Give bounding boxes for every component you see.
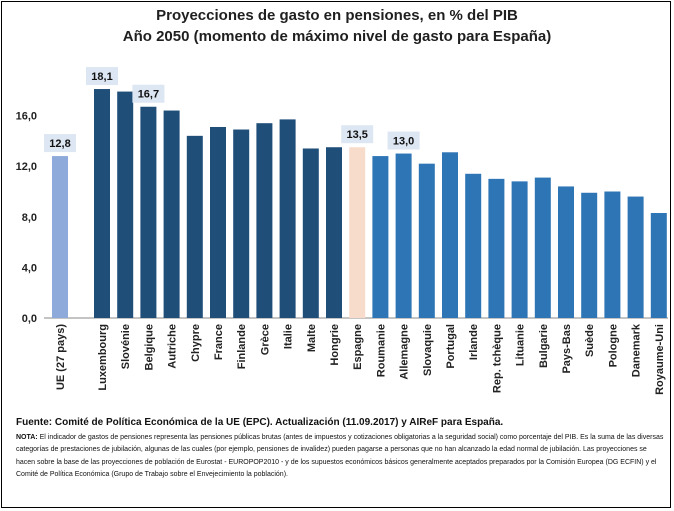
bar [233,129,250,318]
source-note: Fuente: Comité de Política Económica de … [16,417,504,428]
bar [52,156,68,318]
bar [302,148,319,318]
bar [395,153,412,318]
category-label: Royaume-Uni [654,324,666,395]
bar [488,178,505,318]
bar [442,152,458,318]
category-label: Malte [306,324,318,352]
category-label: Grèce [259,324,271,355]
data-label-box [44,134,76,153]
category-label: Slovaquie [422,324,434,376]
category-label: Danemark [631,323,643,377]
data-label: 13,5 [346,129,367,141]
bar [117,91,134,318]
bar [186,135,203,318]
category-label: Belgique [143,324,155,370]
category-label: Autriche [167,324,179,369]
bar [349,147,366,318]
category-label: Irlande [468,324,480,360]
bar [581,192,598,318]
bar [604,191,621,318]
category-label: Portugal [445,324,457,369]
data-label: 13,0 [393,136,414,148]
bar [163,110,180,318]
category-label: France [213,324,225,360]
bar [534,177,551,318]
bar [140,106,157,319]
note-label: NOTA: [16,434,38,441]
chart-title: Proyecciones de gasto en pensiones, en %… [156,7,518,24]
y-tick-label: 8,0 [22,212,37,224]
category-label: Slovénie [120,324,132,369]
category-label: Rep. tchèque [491,324,503,393]
category-label: Pays-Bas [561,324,573,374]
chart-subtitle: Año 2050 (momento de máximo nivel de gas… [122,28,552,45]
bar [511,181,528,318]
bar [372,156,389,318]
y-tick-label: 4,0 [22,262,37,274]
data-label: 12,8 [49,138,70,150]
bar [326,147,342,318]
category-label: Pologne [607,324,619,367]
category-label: Finlande [236,324,248,369]
category-label: Espagne [352,324,364,370]
bar [94,89,110,318]
data-label-box [132,84,165,103]
note-text: El indicador de gastos de pensiones repr… [16,434,664,479]
category-label: Hongrie [329,324,341,366]
category-label: Bulgarie [538,324,550,368]
bar [256,123,273,318]
category-label: Suède [584,324,596,357]
data-label-box [387,131,420,150]
bar [627,196,644,318]
category-label: Allemagne [399,324,411,380]
category-label: Lituanie [515,324,527,366]
category-label: Luxembourg [97,324,109,391]
data-label-box [341,125,374,144]
category-label: Roumanie [375,324,387,377]
category-label: Chypre [190,324,202,362]
y-tick-label: 0,0 [22,313,37,325]
y-tick-label: 16,0 [16,111,37,123]
bar [558,186,574,318]
bar [210,126,226,318]
methodology-note: NOTA: El indicador de gastos de pensione… [16,432,666,482]
category-label: UE (27 pays) [55,324,67,390]
data-label: 18,1 [91,71,112,83]
y-tick-label: 12,0 [16,161,37,173]
bar [650,213,667,318]
data-label: 16,7 [138,89,159,101]
bar [279,119,296,319]
bar-chart: 0,0 4,0 8,0 12,0 16,0 12,8 18,1 16,7 13,5 13,0 UE … [16,67,668,395]
bar [465,173,482,318]
bar [418,163,435,318]
data-label-box [86,67,118,86]
category-label: Italie [283,324,295,349]
